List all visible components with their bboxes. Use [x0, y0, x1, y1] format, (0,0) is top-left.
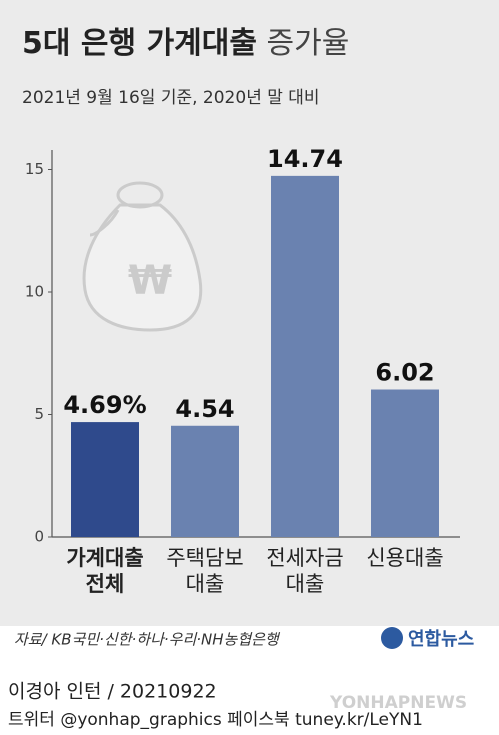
- value-label: 6.02: [375, 359, 434, 387]
- y-tick-label: 15: [25, 160, 44, 178]
- chart-subtitle: 2021년 9월 16일 기준, 2020년 말 대비: [22, 88, 320, 108]
- svg-text:₩: ₩: [128, 258, 172, 304]
- x-tick-label: 신용대출: [366, 546, 444, 570]
- x-tick-label: 주택담보 대출: [166, 546, 244, 596]
- bar: [71, 422, 139, 537]
- bar: [371, 389, 439, 537]
- source: 자료/ KB국민·신한·하나·우리·NH농협은행: [14, 631, 281, 649]
- x-tick-label: 가계대출 전체: [66, 546, 144, 596]
- chart-title: 5대 은행 가계대출 증가율: [22, 26, 349, 61]
- x-tick-label: 전세자금 대출: [266, 546, 344, 596]
- value-label: 4.54: [175, 395, 234, 423]
- value-label: 14.74: [267, 145, 343, 173]
- title-main: 5대 은행 가계대출: [22, 26, 257, 61]
- credit: 이경아 인턴 / 20210922: [8, 681, 217, 703]
- value-label: 4.69%: [63, 391, 146, 419]
- y-tick-label: 0: [34, 528, 44, 546]
- y-tick-label: 10: [25, 283, 44, 301]
- y-tick-label: 5: [34, 405, 44, 423]
- logo: 연합뉴스: [408, 628, 474, 650]
- bar: [271, 175, 339, 537]
- title-rest: 증가율: [267, 26, 350, 61]
- bar: [171, 425, 239, 537]
- watermark: YONHAPNEWS: [329, 693, 467, 713]
- money-bag-icon: ₩: [82, 181, 203, 332]
- sns: 트위터 @yonhap_graphics 페이스북 tuney.kr/LeYN1: [8, 710, 423, 730]
- logo-icon: [381, 627, 403, 649]
